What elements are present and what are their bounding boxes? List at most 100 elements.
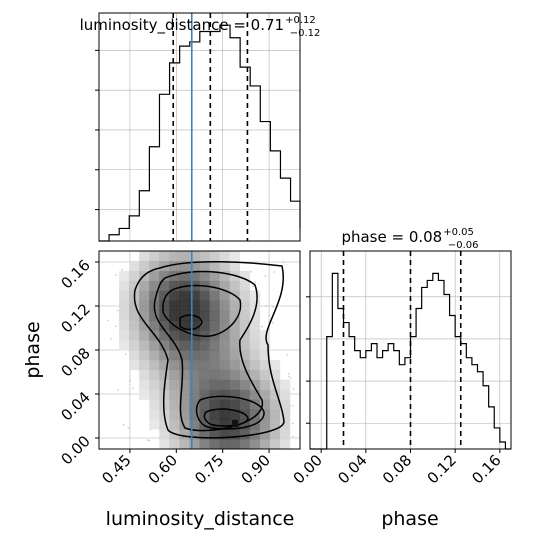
density-contour <box>162 284 242 337</box>
density-bin <box>189 260 200 272</box>
density-bin <box>229 389 240 400</box>
density-bin <box>209 280 220 291</box>
density-bin <box>249 379 261 390</box>
density-bin <box>219 270 230 281</box>
density-bin <box>269 359 281 371</box>
density-bin <box>239 340 251 351</box>
contours <box>133 251 285 449</box>
scatter-point <box>254 281 257 283</box>
density-bin <box>279 439 291 450</box>
density-bin <box>209 409 220 420</box>
density-bin <box>209 369 220 380</box>
scatter-point <box>124 353 127 355</box>
density-bin <box>209 350 220 361</box>
density-bin <box>189 251 200 262</box>
y-tick-label: 0.00 <box>57 432 93 468</box>
x-tick-label: 0.90 <box>238 451 274 487</box>
density-bin <box>239 320 251 331</box>
density-bin <box>209 399 220 410</box>
density-bin <box>199 340 210 351</box>
density-bin <box>249 369 261 380</box>
scatter-point <box>286 354 288 356</box>
density-bin <box>129 280 140 291</box>
scatter-point <box>273 271 276 273</box>
scatter-point <box>292 404 294 407</box>
density-bin <box>209 260 220 272</box>
density-bin <box>249 290 261 301</box>
density-bin <box>169 251 180 262</box>
density-bin <box>189 369 200 380</box>
density-bin <box>169 379 180 390</box>
density-bin <box>159 340 170 351</box>
density-bin <box>279 389 291 400</box>
scatter-point <box>290 377 292 379</box>
density-bin <box>249 320 261 331</box>
density-bin <box>149 260 160 272</box>
density-bin <box>139 389 150 400</box>
density-bin <box>149 389 160 400</box>
density-bin <box>169 369 180 380</box>
y-tick-label: 0.16 <box>57 256 93 292</box>
density-bin <box>209 290 220 301</box>
y-tick-label: 0.04 <box>57 388 93 424</box>
density-bin <box>179 260 190 272</box>
density-bin <box>219 290 230 301</box>
density-bin <box>159 419 170 430</box>
density-bin <box>159 290 170 301</box>
density-bin <box>199 270 210 281</box>
density-bin <box>269 379 281 390</box>
scatter-point <box>282 261 285 264</box>
density-bin <box>159 369 170 380</box>
density-bin <box>219 330 230 341</box>
density-bin <box>179 399 190 410</box>
density-bin <box>159 300 170 311</box>
density-bin <box>209 419 220 430</box>
x-tick-label: 0.45 <box>98 451 134 487</box>
scatter-point <box>272 321 274 324</box>
density-bin <box>119 270 130 281</box>
density-bin <box>149 409 160 420</box>
scatter-point <box>132 387 134 390</box>
density-bin <box>199 389 210 400</box>
density-bin <box>229 379 240 390</box>
density-bin <box>129 359 140 371</box>
density-bin <box>249 389 261 400</box>
x-axis-label-phase: phase <box>381 508 438 530</box>
scatter-point <box>107 319 110 322</box>
density-bin <box>149 320 160 331</box>
histogram-phase <box>310 251 511 450</box>
density-bin <box>189 270 200 281</box>
histogram-step <box>99 24 301 242</box>
density-bin <box>169 310 180 321</box>
density-bin <box>219 419 230 430</box>
density-bin <box>229 340 240 351</box>
density-bin <box>199 300 210 311</box>
panel-bottom-left: 0.45 0.60 0.75 0.90 0.00 0.04 0.08 0.12 0.16 lum… <box>22 250 301 530</box>
x-tick-label: 0.16 <box>468 451 504 487</box>
density-bin <box>239 439 251 450</box>
density-bin <box>179 429 190 440</box>
scatter-point <box>121 268 123 271</box>
density-bin <box>139 300 150 311</box>
density-bin <box>199 260 210 272</box>
density-bin <box>249 330 261 341</box>
density-bin <box>249 439 261 450</box>
density-bin <box>139 379 150 390</box>
density-bin <box>229 260 240 272</box>
density-bin <box>159 359 170 371</box>
density-bin <box>259 439 271 450</box>
density-bin <box>139 290 150 301</box>
x-tick-label: 0.75 <box>191 451 227 487</box>
density-bin <box>169 280 180 291</box>
density-bin <box>229 300 240 311</box>
density-bin <box>179 359 190 371</box>
density-bin <box>229 350 240 361</box>
density-bin <box>199 350 210 361</box>
density-bin <box>259 330 271 341</box>
density-bin <box>149 280 160 291</box>
density-bin <box>169 359 180 371</box>
density-bin <box>239 369 251 380</box>
density-bin <box>259 419 271 430</box>
density-bin <box>139 310 150 321</box>
density-bin <box>159 439 170 450</box>
